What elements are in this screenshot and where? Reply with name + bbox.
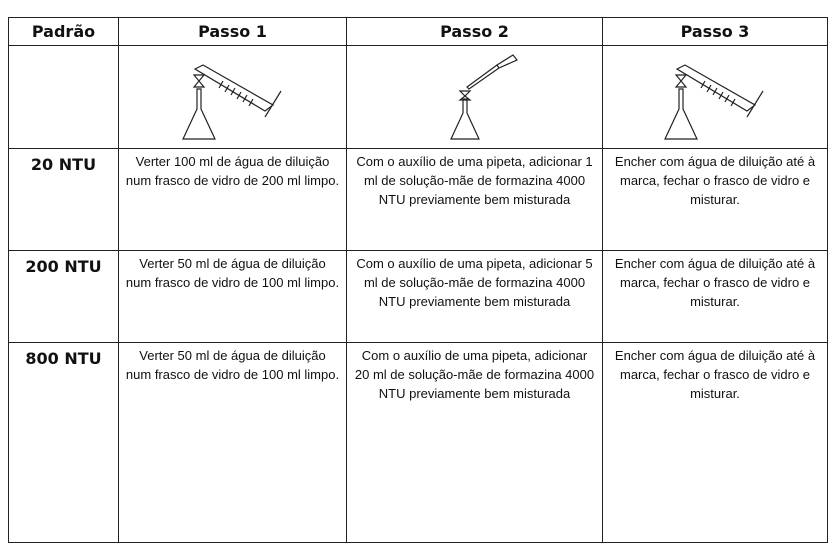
fill-illustration (664, 64, 764, 140)
table-row: 800 NTU Verter 50 ml de água de diluição… (8, 342, 828, 543)
dilution-table: Padrão Passo 1 Passo 2 Passo 3 (8, 17, 828, 543)
step-cell: Com o auxílio de uma pipeta, adicionar 2… (346, 342, 603, 543)
header-cell: Padrão (8, 17, 119, 46)
step-cell: Encher com água de diluição até à marca,… (602, 250, 828, 343)
header-row: Padrão Passo 1 Passo 2 Passo 3 (8, 17, 828, 46)
standard-cell: 20 NTU (8, 148, 119, 251)
empty-cell (8, 45, 119, 149)
pipette-illustration (449, 54, 518, 140)
step-cell: Verter 50 ml de água de diluição num fra… (118, 342, 347, 543)
step-cell: Verter 100 ml de água de diluição num fr… (118, 148, 347, 251)
illustration-cell (602, 45, 828, 149)
illustration-cell (118, 45, 347, 149)
step-cell: Verter 50 ml de água de diluição num fra… (118, 250, 347, 343)
header-cell: Passo 3 (602, 17, 828, 46)
table-row: 20 NTU Verter 100 ml de água de diluição… (8, 148, 828, 251)
pour-illustration (181, 64, 282, 140)
step-cell: Com o auxílio de uma pipeta, adicionar 1… (346, 148, 603, 251)
step-cell: Com o auxílio de uma pipeta, adicionar 5… (346, 250, 603, 343)
step-cell: Encher com água de diluição até à marca,… (602, 148, 828, 251)
step-cell: Encher com água de diluição até à marca,… (602, 342, 828, 543)
header-cell: Passo 1 (118, 17, 347, 46)
table-row: 200 NTU Verter 50 ml de água de diluição… (8, 250, 828, 343)
illustration-cell (346, 45, 603, 149)
illustration-row (8, 45, 828, 149)
standard-cell: 200 NTU (8, 250, 119, 343)
standard-cell: 800 NTU (8, 342, 119, 543)
header-cell: Passo 2 (346, 17, 603, 46)
